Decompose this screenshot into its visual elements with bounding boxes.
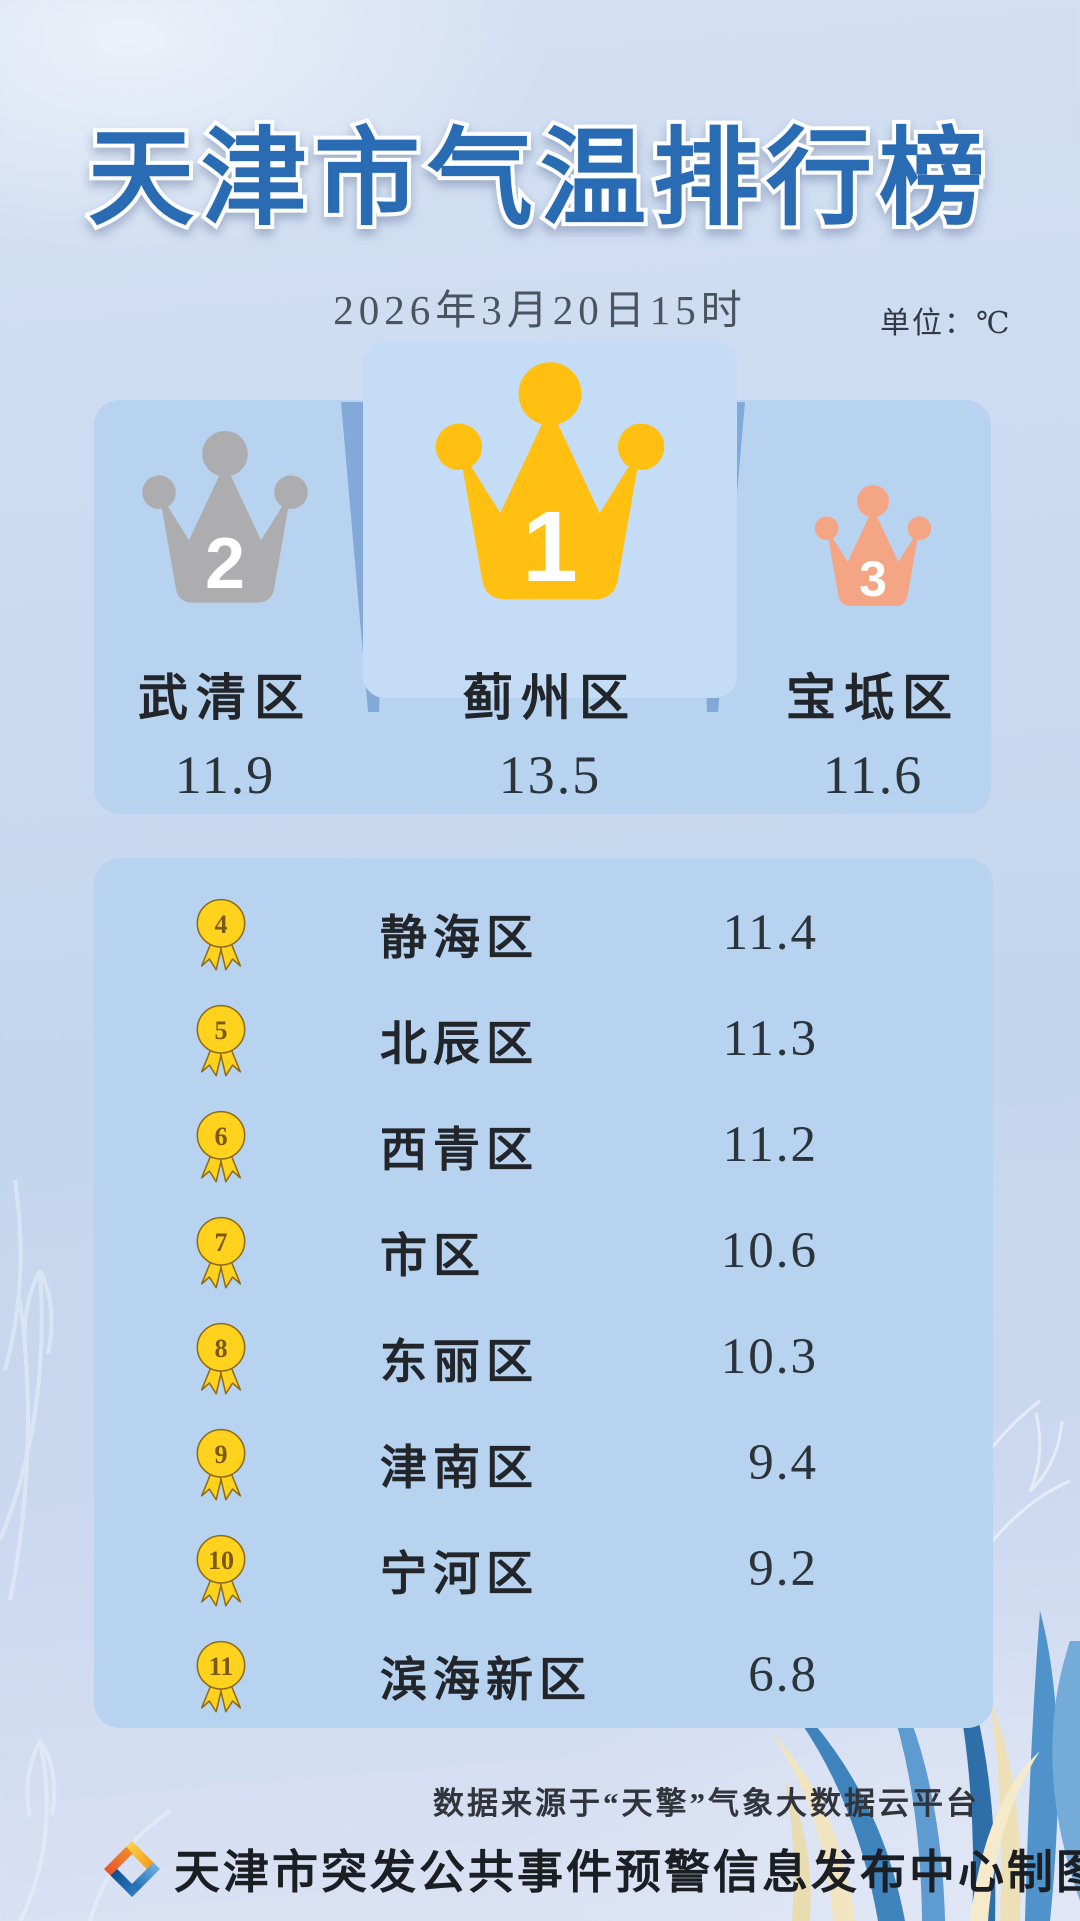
temperature-value: 10.6 — [720, 1223, 818, 1279]
data-source-note: 数据来源于“天擎”气象大数据云平台 — [433, 1786, 980, 1821]
first-place-name: 蓟州区 — [463, 670, 637, 726]
credit-line: 天津市突发公共事件预警信息发布中心制图 — [104, 1836, 1080, 1902]
third-place-value: 11.6 — [822, 745, 924, 805]
district-name: 西青区 — [380, 1124, 539, 1177]
rank-number: 6 — [214, 1122, 227, 1151]
list-item: 9 津南区 9.4 — [94, 1410, 993, 1516]
temperature-value: 10.3 — [720, 1329, 818, 1385]
temperature-value: 11.3 — [722, 1011, 818, 1067]
gold-crown-icon: 1 — [434, 354, 666, 613]
credit-text: 天津市突发公共事件预警信息发布中心制图 — [174, 1847, 1080, 1898]
bronze-crown-icon: 3 — [814, 481, 932, 612]
list-item: 10 宁河区 9.2 — [94, 1516, 993, 1622]
list-item: 7 市区 10.6 — [94, 1198, 993, 1304]
silver-crown-icon: 2 — [141, 425, 309, 612]
rank-3-number: 3 — [859, 551, 887, 608]
report-datetime: 2026年3月20日15时 — [333, 287, 747, 333]
medal-badge-icon: 10 — [196, 1534, 246, 1607]
rank-2-number: 2 — [204, 524, 246, 605]
list-item: 8 东丽区 10.3 — [94, 1304, 993, 1410]
district-name: 市区 — [380, 1230, 486, 1283]
rank-number: 10 — [208, 1546, 234, 1575]
list-item: 6 西青区 11.2 — [94, 1092, 993, 1198]
rank-1-number: 1 — [522, 490, 578, 603]
district-name: 宁河区 — [380, 1548, 539, 1601]
list-item: 5 北辰区 11.3 — [94, 986, 993, 1092]
second-place-name: 武清区 — [138, 670, 312, 726]
rank-number: 7 — [214, 1228, 227, 1257]
medal-badge-icon: 4 — [196, 898, 246, 971]
rank-number: 11 — [209, 1652, 234, 1681]
medal-badge-icon: 11 — [196, 1640, 246, 1713]
page-title: 天津市气温排行榜 — [84, 116, 992, 242]
medal-badge-icon: 6 — [196, 1110, 246, 1183]
temperature-value: 9.2 — [748, 1541, 818, 1597]
medal-badge-icon: 5 — [196, 1004, 246, 1077]
rank-number: 4 — [214, 910, 227, 939]
medal-badge-icon: 9 — [196, 1428, 246, 1501]
list-item: 11 滨海新区 6.8 — [94, 1622, 993, 1728]
first-place-value: 13.5 — [498, 745, 602, 805]
warning-center-logo — [104, 1841, 160, 1897]
temperature-value: 11.4 — [722, 905, 818, 961]
temperature-value: 11.2 — [722, 1117, 818, 1173]
district-name: 东丽区 — [380, 1336, 539, 1389]
district-name: 静海区 — [380, 912, 539, 965]
temperature-value: 9.4 — [748, 1435, 818, 1491]
medal-badge-icon: 7 — [196, 1216, 246, 1289]
medal-badge-icon: 8 — [196, 1322, 246, 1395]
district-name: 滨海新区 — [380, 1654, 592, 1707]
temperature-value: 6.8 — [748, 1647, 818, 1703]
second-place-value: 11.9 — [174, 745, 276, 805]
rank-number: 9 — [214, 1440, 227, 1469]
unit-label: 单位：℃ — [880, 307, 1012, 340]
rank-number: 5 — [214, 1016, 227, 1045]
ranking-list: 4 静海区 11.4 5 北辰区 11.3 6 西青区 11.2 — [94, 858, 993, 1728]
list-item: 4 静海区 11.4 — [94, 880, 993, 986]
district-name: 北辰区 — [380, 1018, 539, 1071]
third-place-name: 宝坻区 — [786, 670, 960, 726]
district-name: 津南区 — [380, 1442, 539, 1495]
rank-number: 8 — [214, 1334, 227, 1363]
